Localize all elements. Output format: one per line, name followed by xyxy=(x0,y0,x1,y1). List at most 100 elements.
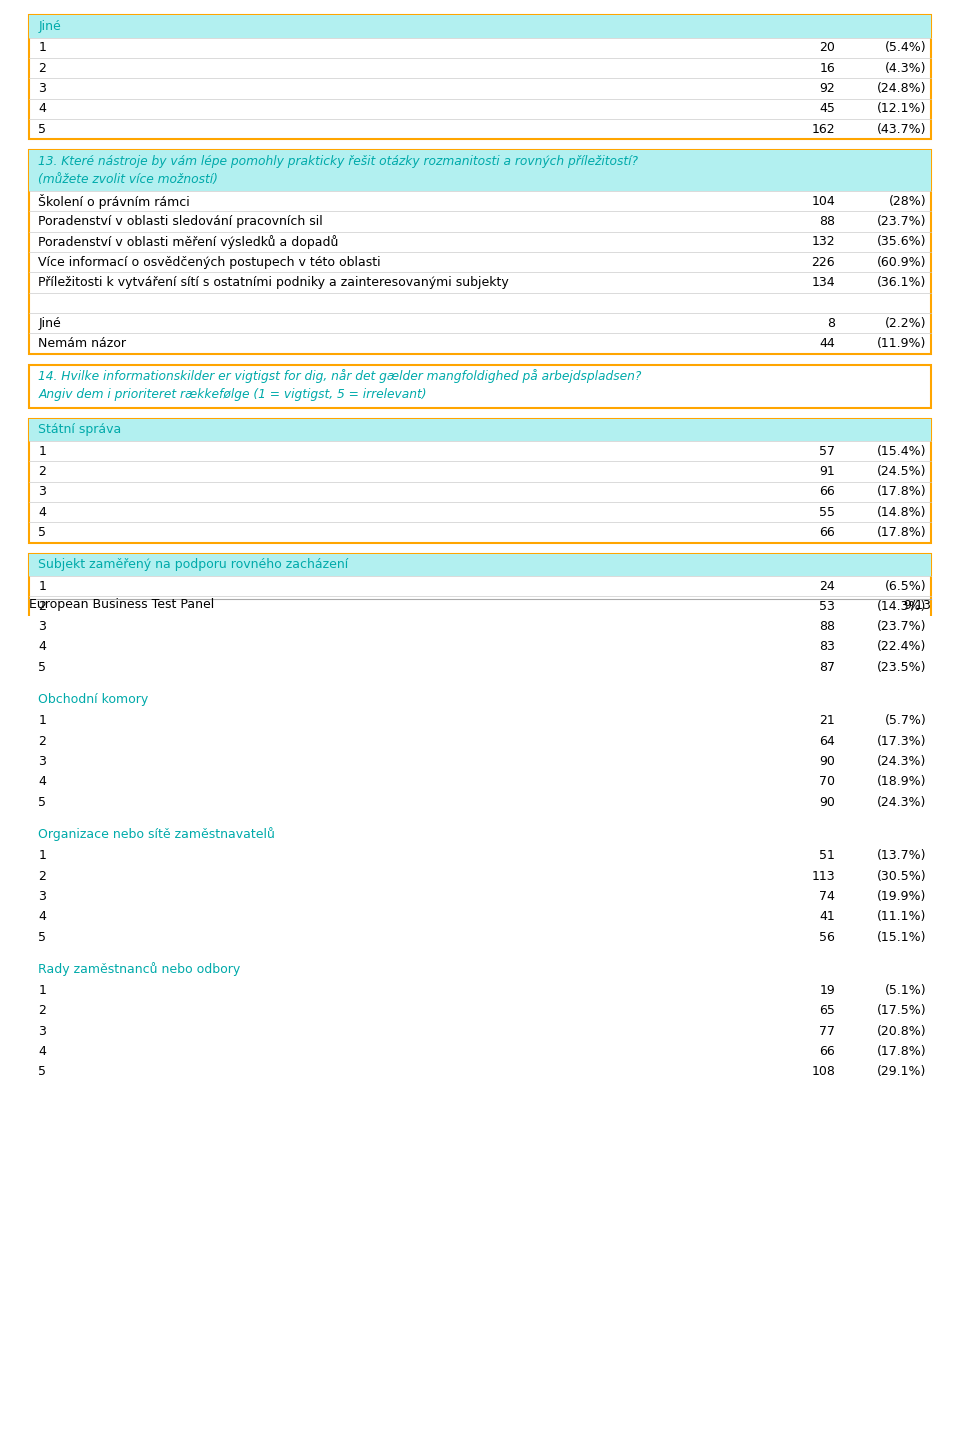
Text: 1: 1 xyxy=(38,579,46,592)
Text: 108: 108 xyxy=(811,1066,835,1079)
Text: 53: 53 xyxy=(819,599,835,613)
FancyBboxPatch shape xyxy=(29,365,931,408)
Text: (24.8%): (24.8%) xyxy=(876,83,926,96)
FancyBboxPatch shape xyxy=(29,553,931,576)
Text: 5: 5 xyxy=(38,123,46,136)
Text: 90: 90 xyxy=(819,754,835,767)
Text: (29.1%): (29.1%) xyxy=(877,1066,926,1079)
Text: 3: 3 xyxy=(38,1025,46,1038)
Text: (18.9%): (18.9%) xyxy=(876,775,926,788)
Text: Nemám názor: Nemám názor xyxy=(38,337,127,350)
Text: 64: 64 xyxy=(820,734,835,747)
Text: 24: 24 xyxy=(820,579,835,592)
Text: 90: 90 xyxy=(819,795,835,808)
Text: (43.7%): (43.7%) xyxy=(876,123,926,136)
Text: (24.3%): (24.3%) xyxy=(877,795,926,808)
Text: 2: 2 xyxy=(38,465,46,478)
Text: Subjekt zaměřený na podporu rovného zacházení: Subjekt zaměřený na podporu rovného zach… xyxy=(38,559,348,572)
Text: 3: 3 xyxy=(38,485,46,498)
Text: (14.8%): (14.8%) xyxy=(876,505,926,518)
Text: 77: 77 xyxy=(819,1025,835,1038)
Text: 66: 66 xyxy=(820,526,835,539)
Text: 1: 1 xyxy=(38,41,46,54)
Text: 87: 87 xyxy=(819,660,835,673)
Text: 5: 5 xyxy=(38,1066,46,1079)
Text: 4: 4 xyxy=(38,640,46,653)
Text: 2: 2 xyxy=(38,870,46,883)
Text: Poradenství v oblasti měření výsledků a dopadů: Poradenství v oblasti měření výsledků a … xyxy=(38,235,339,249)
Text: 1: 1 xyxy=(38,850,46,862)
Text: 5: 5 xyxy=(38,795,46,808)
Text: 51: 51 xyxy=(819,850,835,862)
Text: (17.5%): (17.5%) xyxy=(876,1005,926,1018)
Text: 13. Které nástroje by vám lépe pomohly prakticky řešit otázky rozmanitosti a rov: 13. Které nástroje by vám lépe pomohly p… xyxy=(38,155,638,168)
Text: 1: 1 xyxy=(38,714,46,727)
Text: 4: 4 xyxy=(38,505,46,518)
Text: (23.5%): (23.5%) xyxy=(876,660,926,673)
Text: 5: 5 xyxy=(38,931,46,944)
Text: (17.8%): (17.8%) xyxy=(876,1045,926,1058)
Text: 2: 2 xyxy=(38,599,46,613)
Text: Poradenství v oblasti sledování pracovních sil: Poradenství v oblasti sledování pracovní… xyxy=(38,214,324,227)
Text: 66: 66 xyxy=(820,485,835,498)
Text: Příležitosti k vytváření sítí s ostatními podniky a zainteresovanými subjekty: Příležitosti k vytváření sítí s ostatním… xyxy=(38,277,509,290)
Text: 3: 3 xyxy=(38,620,46,633)
Text: 226: 226 xyxy=(811,255,835,268)
Text: Více informací o osvědčených postupech v této oblasti: Více informací o osvědčených postupech v… xyxy=(38,255,381,268)
Text: (2.2%): (2.2%) xyxy=(885,317,926,330)
Text: 19: 19 xyxy=(820,985,835,998)
Text: 91: 91 xyxy=(820,465,835,478)
Text: 70: 70 xyxy=(819,775,835,788)
FancyBboxPatch shape xyxy=(29,824,931,947)
Text: (35.6%): (35.6%) xyxy=(876,235,926,248)
Text: 113: 113 xyxy=(811,870,835,883)
Text: (15.4%): (15.4%) xyxy=(876,445,926,458)
Text: 83: 83 xyxy=(819,640,835,653)
Text: 57: 57 xyxy=(819,445,835,458)
Text: (23.7%): (23.7%) xyxy=(876,214,926,227)
FancyBboxPatch shape xyxy=(29,689,931,812)
Text: (17.8%): (17.8%) xyxy=(876,526,926,539)
Text: 65: 65 xyxy=(819,1005,835,1018)
Text: Rady zaměstnanců nebo odbory: Rady zaměstnanců nebo odbory xyxy=(38,963,241,976)
Text: (30.5%): (30.5%) xyxy=(876,870,926,883)
Text: 5: 5 xyxy=(38,526,46,539)
Text: (můžete zvolit více možností): (můžete zvolit více možností) xyxy=(38,174,218,185)
Text: 88: 88 xyxy=(819,620,835,633)
Text: (13.7%): (13.7%) xyxy=(876,850,926,862)
Text: (24.5%): (24.5%) xyxy=(876,465,926,478)
FancyBboxPatch shape xyxy=(29,824,931,846)
FancyBboxPatch shape xyxy=(29,959,931,980)
Text: 2: 2 xyxy=(38,62,46,74)
Text: (4.3%): (4.3%) xyxy=(885,62,926,74)
Text: (15.1%): (15.1%) xyxy=(876,931,926,944)
Text: 1: 1 xyxy=(38,445,46,458)
Text: 5: 5 xyxy=(38,660,46,673)
Text: 162: 162 xyxy=(811,123,835,136)
Text: 4: 4 xyxy=(38,775,46,788)
Text: (14.3%): (14.3%) xyxy=(877,599,926,613)
Text: (22.4%): (22.4%) xyxy=(877,640,926,653)
Text: 132: 132 xyxy=(811,235,835,248)
FancyBboxPatch shape xyxy=(29,16,931,139)
FancyBboxPatch shape xyxy=(29,689,931,711)
Text: 9/13: 9/13 xyxy=(903,598,931,611)
Text: Obchodní komory: Obchodní komory xyxy=(38,694,149,707)
Text: 92: 92 xyxy=(820,83,835,96)
Text: 1: 1 xyxy=(38,985,46,998)
Text: Organizace nebo sítě zaměstnavatelů: Organizace nebo sítě zaměstnavatelů xyxy=(38,827,276,841)
Text: (60.9%): (60.9%) xyxy=(876,255,926,268)
FancyBboxPatch shape xyxy=(29,151,931,191)
Text: 2: 2 xyxy=(38,1005,46,1018)
Text: (17.8%): (17.8%) xyxy=(876,485,926,498)
Text: (28%): (28%) xyxy=(889,194,926,207)
Text: 16: 16 xyxy=(820,62,835,74)
Text: 4: 4 xyxy=(38,1045,46,1058)
Text: Státní správa: Státní správa xyxy=(38,423,122,436)
Text: 21: 21 xyxy=(820,714,835,727)
Text: 8: 8 xyxy=(828,317,835,330)
Text: Jiné: Jiné xyxy=(38,317,61,330)
FancyBboxPatch shape xyxy=(29,16,931,38)
FancyBboxPatch shape xyxy=(29,418,931,543)
Text: (5.7%): (5.7%) xyxy=(885,714,926,727)
